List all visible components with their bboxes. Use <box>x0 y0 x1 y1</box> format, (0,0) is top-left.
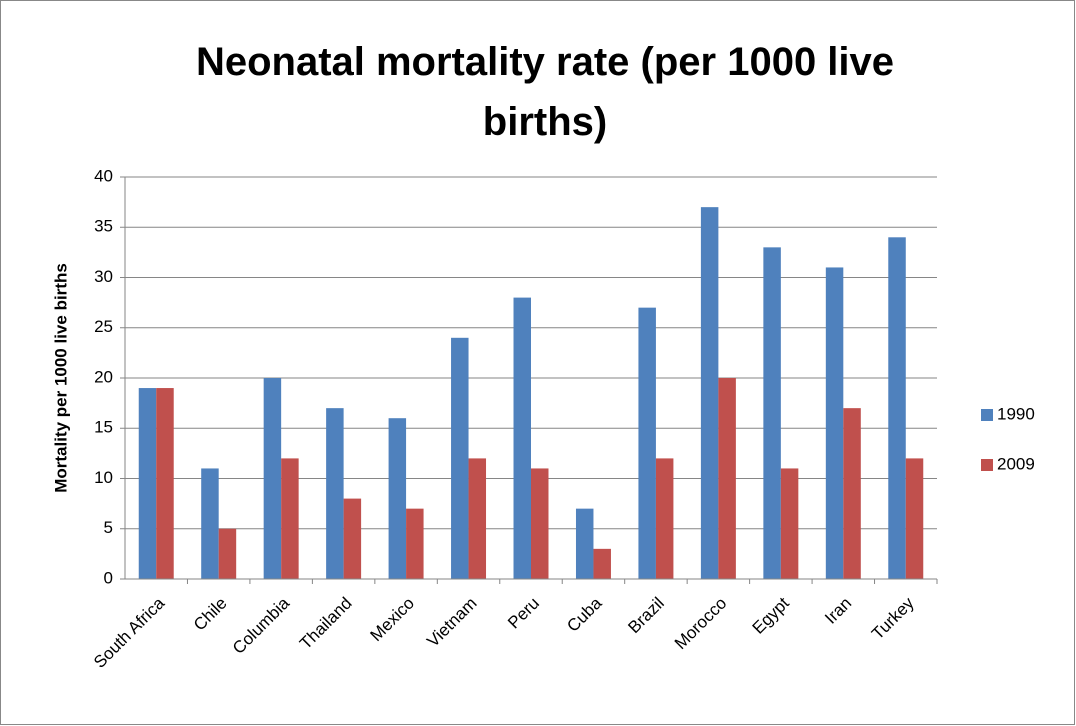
y-tick-label: 20 <box>94 367 113 386</box>
bar <box>825 267 844 579</box>
y-axis-label: Mortality per 1000 live births <box>51 263 70 493</box>
bar <box>655 458 674 579</box>
bar <box>575 508 594 579</box>
bar <box>218 528 237 579</box>
y-tick-label: 35 <box>94 217 113 236</box>
legend-swatch <box>981 409 993 421</box>
x-tick-label: Brazil <box>624 594 667 637</box>
y-tick-label: 30 <box>94 267 113 286</box>
bar <box>138 388 157 579</box>
bar <box>406 508 424 579</box>
x-tick-label: Peru <box>504 594 543 633</box>
x-tick-label: Iran <box>821 594 855 628</box>
x-tick-label: Columbia <box>229 593 294 658</box>
x-tick-label: Cuba <box>563 593 606 636</box>
bar <box>281 458 299 579</box>
bar <box>326 408 344 579</box>
y-tick-label: 10 <box>94 468 113 487</box>
bar <box>718 378 736 579</box>
y-tick-label: 40 <box>94 166 113 185</box>
bar <box>451 337 469 579</box>
legend-label: 1990 <box>997 404 1035 423</box>
y-tick-label: 0 <box>104 568 113 587</box>
bar <box>201 468 219 579</box>
x-tick-label: South Africa <box>90 593 169 672</box>
x-tick-label: Egypt <box>749 593 793 637</box>
bar <box>888 237 906 580</box>
chart-title: Neonatal mortality rate (per 1000 live b… <box>195 40 895 144</box>
bar <box>763 247 781 579</box>
bar <box>468 458 487 579</box>
x-tick-label: Turkey <box>868 593 918 643</box>
y-tick-label: 25 <box>94 317 113 336</box>
x-tick-label: Morocco <box>671 594 731 654</box>
bar <box>513 297 531 579</box>
bar <box>843 408 861 579</box>
bar <box>156 388 174 579</box>
x-tick-label: Mexico <box>367 594 419 646</box>
bar <box>638 307 656 579</box>
legend-label: 2009 <box>997 454 1035 473</box>
bar <box>780 468 799 579</box>
bar <box>388 418 407 579</box>
x-tick-label: Thailand <box>296 594 356 654</box>
bar <box>531 468 549 579</box>
bar <box>263 378 282 579</box>
bar <box>905 458 924 579</box>
legend-swatch <box>981 459 993 471</box>
bar <box>700 207 719 579</box>
x-tick-label: Vietnam <box>423 594 480 651</box>
bar <box>343 498 362 579</box>
y-tick-label: 15 <box>94 418 113 437</box>
y-tick-label: 5 <box>104 518 113 537</box>
x-tick-label: Chile <box>190 594 231 635</box>
bar <box>593 548 611 579</box>
